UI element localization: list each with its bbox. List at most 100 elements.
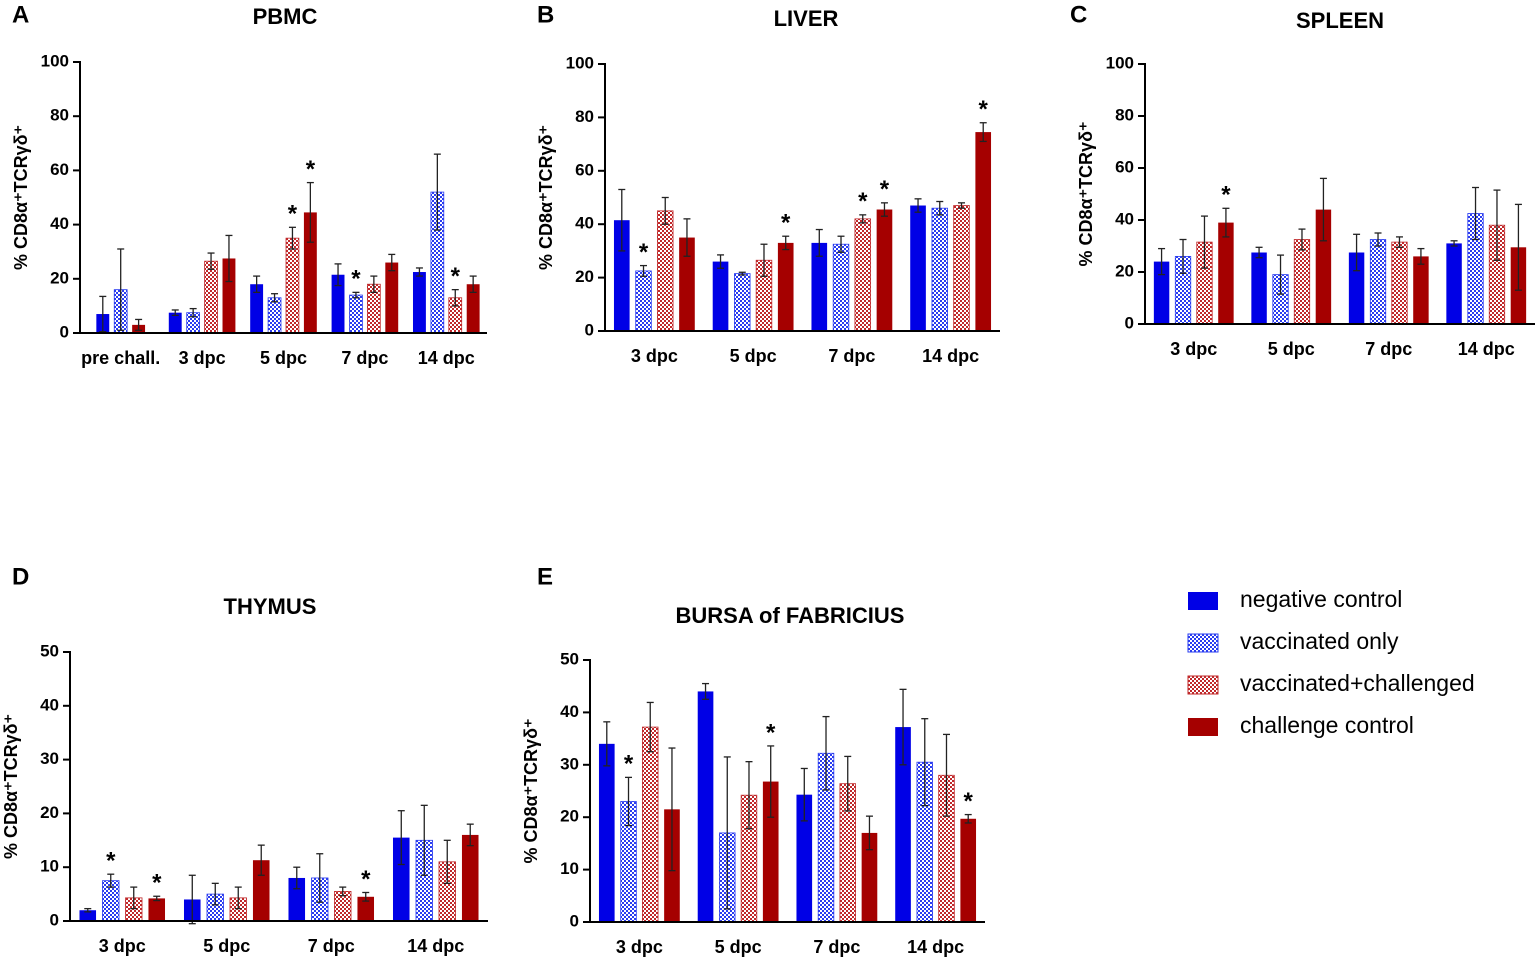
bar (1369, 239, 1387, 325)
bar (777, 242, 794, 331)
legend-label: vaccinated only (1240, 628, 1399, 654)
bar (1446, 243, 1462, 324)
bar (267, 297, 282, 334)
panel-letter: B (537, 1, 554, 28)
y-tick-label: 10 (560, 859, 579, 878)
bar (960, 818, 977, 922)
x-tick-label: 7 dpc (813, 937, 860, 957)
y-tick-label: 60 (1115, 157, 1134, 176)
bar (285, 237, 300, 334)
significance: * (880, 176, 890, 203)
y-axis-label: % CD8α⁺TCRγδ⁺ (1076, 121, 1096, 266)
bar (1251, 252, 1267, 324)
y-tick-label: 40 (575, 214, 594, 233)
chart-title: LIVER (774, 6, 839, 31)
significance: * (288, 201, 298, 228)
bar (679, 237, 695, 331)
y-tick-label: 100 (41, 51, 69, 70)
chart-title: BURSA of FABRICIUS (676, 603, 905, 628)
bar (854, 218, 871, 332)
bar (466, 284, 480, 333)
chart-title: THYMUS (224, 594, 317, 619)
y-tick-label: 60 (50, 160, 69, 179)
y-tick-label: 0 (570, 911, 579, 930)
y-tick-label: 50 (560, 649, 579, 668)
y-tick-label: 0 (1125, 313, 1134, 332)
x-tick-label: 3 dpc (1170, 339, 1217, 359)
legend-label: negative control (1240, 586, 1402, 612)
panel: A PBMC % CD8α⁺TCRγδ⁺ 0 20 40 60 80 100 pre chall.… (11, 1, 487, 368)
y-tick-label: 60 (575, 160, 594, 179)
y-tick-label: 80 (50, 106, 69, 125)
bar (635, 270, 652, 332)
x-tick-label: 7 dpc (308, 936, 355, 956)
panel-letter: D (12, 563, 29, 590)
bar (148, 898, 166, 921)
bar (598, 743, 615, 922)
bar (642, 726, 659, 923)
y-tick-label: 80 (1115, 105, 1134, 124)
significance: * (1221, 182, 1231, 209)
bar (895, 727, 911, 922)
bar (712, 261, 729, 331)
bar (1153, 261, 1170, 324)
panel: C SPLEEN % CD8α⁺TCRγδ⁺ 0 20 40 60 80 100 3 dpc * 5 … (1070, 1, 1535, 359)
bar (697, 691, 714, 922)
x-tick-label: 3 dpc (99, 936, 146, 956)
panel-letter: E (537, 563, 553, 590)
bar (762, 781, 779, 922)
legend: negative control vaccinated only vaccinate… (1187, 586, 1475, 738)
bar (975, 132, 992, 331)
legend-label: vaccinated+challenged (1240, 670, 1475, 696)
x-tick-label: 7 dpc (1365, 339, 1412, 359)
x-tick-label: 14 dpc (907, 937, 964, 957)
y-tick-label: 20 (40, 803, 59, 822)
legend-label: challenge control (1240, 712, 1414, 738)
y-tick-label: 50 (40, 641, 59, 660)
x-tick-label: 3 dpc (631, 346, 678, 366)
y-tick-label: 20 (1115, 261, 1134, 280)
bar (811, 242, 828, 331)
bar (392, 837, 410, 921)
y-tick-label: 10 (40, 857, 59, 876)
panel: B LIVER % CD8α⁺TCRγδ⁺ 0 20 40 60 80 100 3 dpc * 5 d… (536, 1, 1000, 366)
legend-swatch (1188, 718, 1218, 736)
significance: * (106, 848, 116, 875)
bar (222, 258, 236, 333)
bar (910, 205, 926, 331)
y-tick-label: 40 (50, 214, 69, 233)
panel: E BURSA of FABRICIUS % CD8α⁺TCRγδ⁺ 0 10 20 30 4… (521, 563, 985, 957)
significance: * (781, 210, 791, 237)
significance: * (639, 239, 649, 266)
bar (876, 209, 893, 331)
y-tick-label: 20 (50, 268, 69, 287)
x-tick-label: 5 dpc (715, 937, 762, 957)
bar (252, 860, 270, 921)
y-tick-label: 0 (50, 910, 59, 929)
x-tick-label: 5 dpc (1268, 339, 1315, 359)
bar (204, 260, 218, 334)
legend-swatch (1187, 633, 1219, 653)
x-tick-label: 14 dpc (407, 936, 464, 956)
significance: * (351, 266, 361, 293)
x-tick-label: 14 dpc (1458, 339, 1515, 359)
significance: * (306, 156, 316, 183)
bar (832, 243, 850, 332)
y-tick-label: 100 (1106, 53, 1134, 72)
y-tick-label: 20 (575, 267, 594, 286)
x-tick-label: 14 dpc (418, 348, 475, 368)
y-axis-label: % CD8α⁺TCRγδ⁺ (521, 718, 541, 863)
chart-title: PBMC (253, 4, 318, 29)
y-axis-label: % CD8α⁺TCRγδ⁺ (536, 125, 556, 270)
bar (931, 207, 948, 332)
bar (168, 312, 182, 333)
bar (349, 294, 363, 334)
bar (331, 274, 345, 333)
panel: D THYMUS % CD8α⁺TCRγδ⁺ 0 10 20 30 40 50 3 dpc * * 5 … (1, 563, 488, 956)
significance: * (451, 263, 461, 290)
significance: * (624, 751, 634, 778)
x-tick-label: 5 dpc (203, 936, 250, 956)
y-tick-label: 20 (560, 807, 579, 826)
bar (1348, 252, 1365, 324)
